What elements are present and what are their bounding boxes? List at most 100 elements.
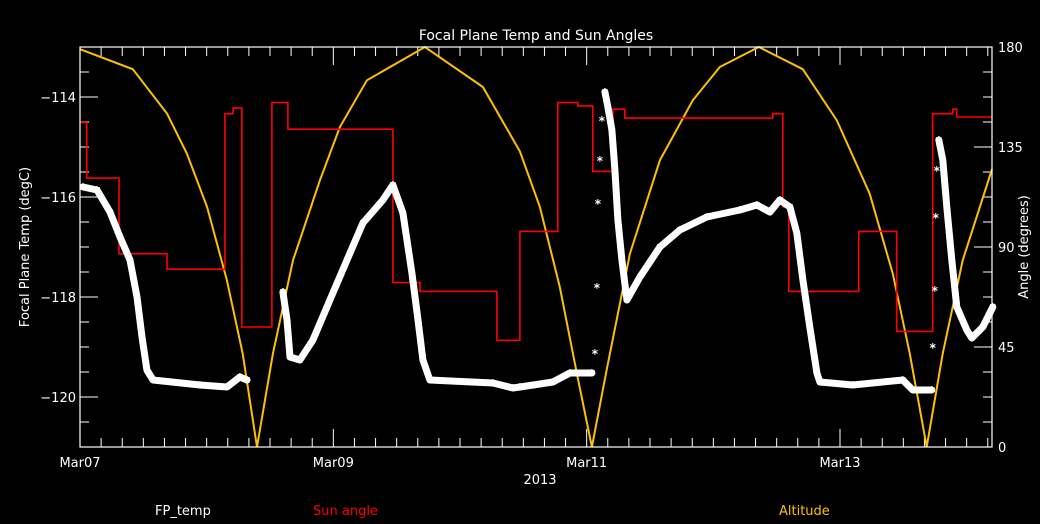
fp-temp-point: * [949,254,956,268]
fp-temp-point: * [777,194,784,208]
fp-temp-point: * [107,206,114,220]
fp-temp-point: * [794,227,801,241]
x-tick-label: Mar09 [313,456,354,471]
y-tick-left-label: −118 [40,291,76,306]
fp-temp-line [601,88,936,394]
y-tick-right-label: 45 [998,341,1015,356]
y-axis-right-label: Angle (degrees) [1017,195,1032,299]
fp-temp-point: * [197,379,204,393]
legend-fp-temp: FP_temp [155,504,211,519]
fp-temp-point: * [605,101,612,115]
altitude-line [79,45,993,448]
fp-temp-line [79,183,251,391]
fp-temp-point: * [567,367,574,381]
fp-temp-point: * [310,334,317,348]
fp-temp-point: * [510,382,517,396]
fp-temp-point: * [934,164,941,178]
fp-temp-point: * [287,351,294,365]
fp-temp-point: * [224,381,231,395]
fp-temp-point: * [127,254,134,268]
fp-temp-point: * [400,207,407,221]
fp-temp-point: * [954,301,961,315]
fp-temp-point: * [737,204,744,218]
fp-temp-point: * [589,367,596,381]
fp-temp-point: * [117,231,124,245]
fp-temp-point: * [677,224,684,238]
fp-temp-point: * [910,384,917,398]
fp-temp-point: * [940,154,947,168]
fp-temp-point: * [900,374,907,388]
legend-sun-angle: Sun angle [313,504,378,519]
fp-temp-point: * [244,374,251,388]
fp-temp-point: * [612,164,619,178]
fp-temp-point: * [817,376,824,390]
fp-temp-point: * [297,354,304,368]
fp-temp-point: * [595,197,602,211]
fp-temp-point: * [964,324,971,338]
fp-temp-point: * [597,154,604,168]
fp-temp-point: * [237,371,244,385]
fp-temp-point: * [420,354,427,368]
sun-angle-line [80,101,992,342]
fp-temp-point: * [134,291,141,305]
x-tick-label: Mar13 [819,456,860,471]
fp-temp-point: * [933,211,940,225]
fp-temp-point: * [657,241,664,255]
fp-temp-point: * [139,331,146,345]
y-tick-right-label: 180 [998,41,1023,56]
fp-temp-point: * [969,332,976,346]
fp-temp-point: * [767,206,774,220]
y-tick-right-label: 90 [998,241,1015,256]
fp-temp-point: * [280,286,287,300]
y-tick-left-label: −114 [40,91,76,106]
fp-temp-point: * [980,321,987,335]
fp-temp-point: * [609,124,616,138]
fp-temp-point: * [344,254,351,268]
fp-temp-point: * [284,314,291,328]
fp-temp-point: * [936,134,943,148]
fp-temp-point: * [800,274,807,288]
fp-temp-point: * [704,211,711,225]
fp-temp-point: * [602,86,609,100]
fp-temp-point: * [390,179,397,193]
fp-temp-point: * [615,214,622,228]
fp-temp-point: * [360,217,367,231]
plot-area: * ******** * ** **** ************ * * * ** *******… [79,45,997,448]
fp-temp-point: * [94,184,101,198]
fp-temp-point: * [517,381,524,395]
fp-temp-point: * [807,321,814,335]
fp-temp-line [279,181,596,392]
fp-temp-point: * [409,267,416,281]
fp-temp-point: * [944,201,951,215]
fp-temp-point: * [850,379,857,393]
fp-temp-point: * [415,314,422,328]
legend-altitude: Altitude [779,504,830,519]
y-tick-left-label: −116 [40,191,76,206]
y-tick-right-label: 0 [998,441,1006,456]
y-tick-left-label: −120 [40,391,76,406]
fp-temp-point: * [814,367,821,381]
fp-temp-point: * [490,377,497,391]
fp-temp-point: * [624,294,631,308]
fp-temp-point: * [990,301,997,315]
fp-temp-point: * [787,201,794,215]
chart-title: Focal Plane Temp and Sun Angles [419,28,653,44]
y-axis-left-label: Focal Plane Temp (degC) [18,167,33,327]
fp-temp-point: * [930,341,937,355]
plot-frame [79,46,993,448]
x-axis-label: 2013 [523,473,556,488]
fp-temp-point: * [594,281,601,295]
fp-temp-point: * [327,294,334,308]
fp-temp-point: * [619,254,626,268]
fp-temp-point: * [599,114,606,128]
fp-temp-line [935,136,997,342]
fp-temp-point: * [150,374,157,388]
fp-temp-point: * [929,384,936,398]
y-tick-right-label: 135 [998,141,1023,156]
fp-temp-point: * [592,347,599,361]
fp-temp-point: * [144,364,151,378]
fp-temp-point: * [550,376,557,390]
fp-temp-point: * [80,181,87,195]
fp-temp-point: * [932,284,939,298]
